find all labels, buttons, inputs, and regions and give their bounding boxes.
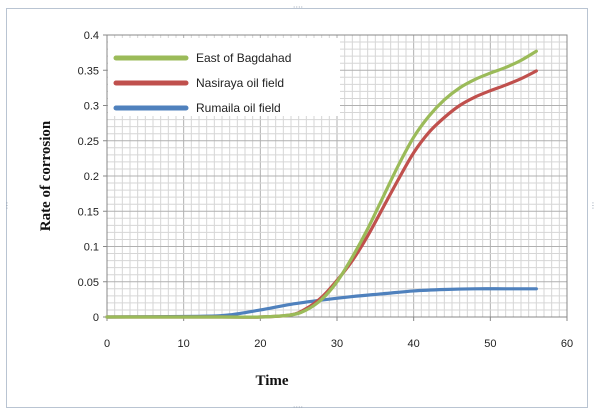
legend-label: Nasiraya oil field xyxy=(196,76,284,90)
y-tick-label: 0.35 xyxy=(78,65,99,77)
x-tick-label: 10 xyxy=(178,338,190,350)
resize-handle-top[interactable]: ···· xyxy=(292,3,304,12)
resize-handle-left[interactable]: ⋮ xyxy=(3,201,11,210)
x-axis-ticks: 0 10 20 30 40 50 60 xyxy=(104,317,573,350)
y-tick-label: 0.15 xyxy=(78,206,99,218)
legend: East of Bagdahad Nasiraya oil field Rumail… xyxy=(108,38,340,116)
legend-label: East of Bagdahad xyxy=(196,51,291,65)
x-tick-label: 40 xyxy=(408,338,420,350)
x-tick-label: 20 xyxy=(254,338,266,350)
series-lines xyxy=(105,49,538,319)
y-tick-label: 0 xyxy=(93,312,99,324)
y-tick-label: 0.4 xyxy=(84,30,99,42)
x-tick-label: 50 xyxy=(484,338,496,350)
legend-label: Rumaila oil field xyxy=(196,101,281,115)
y-axis-title: Rate of corrosion xyxy=(38,120,54,231)
y-tick-label: 0.2 xyxy=(84,171,99,183)
y-tick-label: 0.1 xyxy=(84,242,99,254)
series-east-of-bagdahad-line xyxy=(105,49,538,319)
y-tick-label: 0.3 xyxy=(84,101,99,113)
y-tick-label: 0.05 xyxy=(78,277,99,289)
x-tick-label: 60 xyxy=(561,338,573,350)
series-rumaila-oil-field-line xyxy=(105,287,538,319)
y-tick-label: 0.25 xyxy=(78,136,99,148)
x-axis-title: Time xyxy=(255,373,288,389)
resize-handle-right[interactable]: ⋮ xyxy=(589,201,596,210)
x-tick-label: 30 xyxy=(331,338,343,350)
resize-handle-bottom[interactable]: ···· xyxy=(292,403,304,412)
legend-box xyxy=(108,38,340,116)
y-axis-ticks: 0 0.05 0.1 0.15 0.2 0.25 0.3 0.35 0.4 xyxy=(78,30,107,324)
x-tick-label: 0 xyxy=(104,338,110,350)
